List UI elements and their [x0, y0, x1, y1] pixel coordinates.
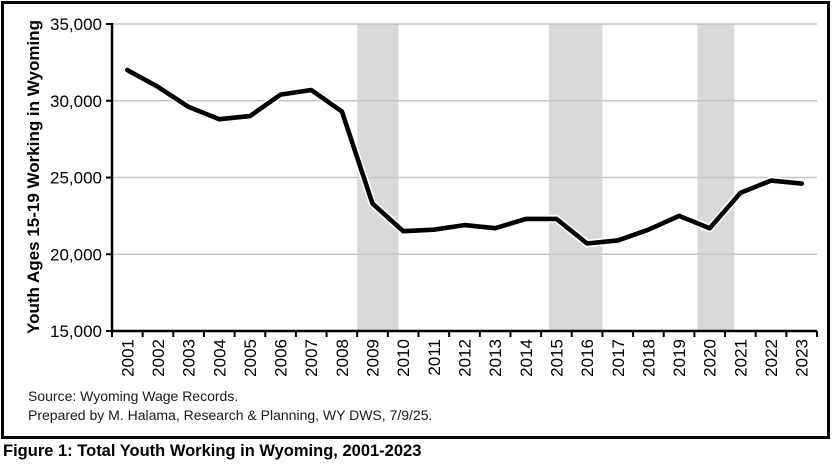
x-tick-label-year: 2011	[425, 339, 444, 376]
x-tick-label-year: 2019	[670, 339, 689, 377]
x-tick-label-year: 2002	[149, 339, 168, 377]
y-tick-label: 15,000	[50, 322, 102, 341]
y-tick-label: 30,000	[50, 92, 102, 111]
source-line-2: Prepared by M. Halama, Research & Planni…	[28, 407, 433, 423]
x-tick-label-year: 2003	[180, 339, 199, 377]
x-tick-label-year: 2018	[639, 339, 658, 377]
figure-caption: Figure 1: Total Youth Working in Wyoming…	[3, 442, 422, 460]
x-tick-label-year: 2016	[578, 339, 597, 377]
source-note: Source: Wyoming Wage Records. Prepared b…	[28, 387, 432, 425]
x-tick-label-year: 2017	[609, 339, 628, 377]
x-tick-label-year: 2014	[517, 339, 536, 377]
x-tick-label-year: 2009	[364, 339, 383, 377]
x-tick-label-year: 2023	[793, 339, 812, 377]
chart-frame: 15,000 20,000 25,000 30,000 35,000 2001 2002 20…	[1, 1, 830, 439]
x-tick-label-year: 2022	[762, 339, 781, 377]
x-tick-label-year: 2020	[701, 339, 720, 377]
x-tick-label-year: 2007	[302, 339, 321, 377]
x-tick-label-year: 2012	[456, 339, 475, 377]
y-tick-label: 20,000	[50, 245, 102, 264]
x-tick-label-year: 2006	[272, 339, 291, 377]
x-tick-label-year: 2004	[210, 339, 229, 377]
x-tick-label-year: 2005	[241, 339, 260, 377]
x-tick-label-year: 2013	[486, 339, 505, 377]
x-tick-label-year: 2008	[333, 339, 352, 377]
y-tick-label: 25,000	[50, 169, 102, 188]
y-tick-label: 35,000	[50, 15, 102, 34]
source-line-1: Source: Wyoming Wage Records.	[28, 388, 239, 404]
x-tick-label-year: 2021	[731, 339, 750, 377]
x-tick-label-year: 2010	[394, 339, 413, 377]
y-axis-title: Youth Ages 15-19 Working in Wyoming	[24, 20, 43, 334]
x-tick-label-year: 2015	[547, 339, 566, 377]
line-series-youth-working	[125, 67, 805, 246]
x-tick-label-year: 2001	[118, 339, 137, 377]
line-chart-plot: 15,000 20,000 25,000 30,000 35,000 2001 2002 20…	[50, 15, 818, 377]
